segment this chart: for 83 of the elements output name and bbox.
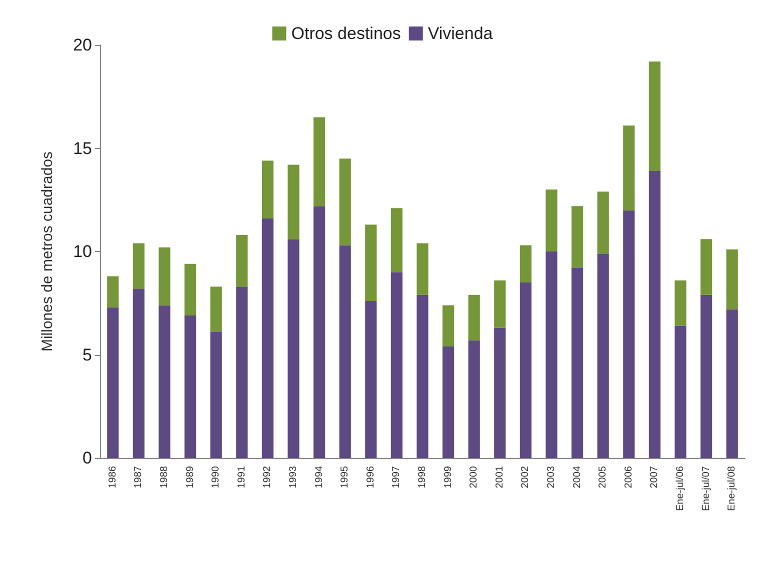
x-tick-label: Ene-jul/07 (700, 466, 712, 512)
bar (313, 117, 326, 206)
bar (262, 218, 274, 458)
bar (520, 282, 532, 458)
bar (262, 160, 274, 218)
bar (288, 164, 300, 240)
x-tick-label: 1986 (107, 466, 118, 488)
bar (571, 268, 584, 458)
bar (597, 192, 609, 254)
bar (674, 326, 686, 458)
bar (726, 309, 738, 458)
bar (674, 280, 686, 326)
y-tick-label: 15 (73, 138, 92, 158)
x-tick-label: Ene-jul/06 (675, 466, 686, 512)
bar (700, 239, 712, 295)
y-tick-label: 20 (73, 36, 92, 54)
bar (442, 346, 454, 458)
bar (494, 328, 506, 458)
bar (468, 294, 480, 340)
x-tick-label: 1987 (133, 466, 144, 488)
bar (416, 243, 428, 295)
x-tick-label: 1990 (210, 466, 222, 488)
y-tick-label: 5 (82, 345, 92, 364)
x-tick-label: 2001 (494, 466, 506, 488)
x-tick-label: Ene-jul/08 (726, 466, 738, 512)
bar (623, 126, 635, 210)
bar (132, 243, 145, 289)
bar (365, 301, 377, 458)
x-tick-label: 1989 (184, 466, 196, 488)
x-tick-label: 1988 (159, 466, 170, 488)
bar (597, 254, 609, 458)
x-tick-label: 2002 (520, 466, 532, 488)
bar (416, 294, 428, 458)
bar (158, 305, 170, 458)
bar (546, 190, 558, 252)
bar (107, 307, 119, 458)
bar (107, 276, 119, 308)
bar (648, 170, 661, 458)
x-tick-label: 1997 (391, 466, 402, 488)
x-tick-label: 1999 (442, 466, 454, 488)
x-tick-label: 1994 (314, 466, 325, 488)
x-tick-label: 1991 (236, 466, 248, 488)
x-tick-label: 1993 (288, 466, 299, 488)
bar (520, 245, 532, 282)
bar (132, 288, 145, 458)
x-tick-label: 2004 (572, 466, 583, 488)
bar (184, 316, 196, 458)
y-tick-label: 0 (82, 448, 92, 468)
bar (623, 210, 635, 458)
bar (236, 234, 248, 287)
bar (365, 224, 377, 302)
x-tick-label: 1995 (340, 466, 351, 488)
bar (442, 305, 454, 346)
x-tick-label: 1998 (417, 466, 428, 488)
x-tick-label: 2006 (623, 466, 634, 488)
legend-label: Otros destinos (291, 24, 401, 43)
x-tick-label: 1992 (262, 466, 274, 488)
bar (313, 206, 326, 458)
bar (494, 280, 506, 328)
bar (339, 158, 351, 246)
bar (236, 286, 248, 458)
x-tick-label: 2000 (468, 466, 480, 488)
bar (700, 294, 712, 458)
bar (571, 206, 584, 268)
x-tick-label: 2005 (598, 466, 609, 488)
x-tick-label: 1996 (365, 466, 376, 488)
bar (648, 62, 661, 171)
y-tick-label: 10 (73, 242, 92, 261)
bar (468, 340, 480, 458)
bar (184, 264, 196, 316)
x-tick-label: 2007 (649, 466, 660, 488)
bar (390, 208, 403, 272)
bar (288, 239, 300, 458)
bar (210, 286, 222, 332)
bar (339, 245, 351, 458)
bar (726, 249, 738, 310)
x-tick-label: 2003 (546, 466, 557, 488)
bar (158, 247, 170, 306)
bar (546, 252, 558, 458)
bar (390, 272, 403, 458)
y-axis-title: Millones de metros cuadrados (39, 151, 56, 352)
bar (210, 332, 222, 458)
legend-label: Vivienda (428, 24, 494, 43)
